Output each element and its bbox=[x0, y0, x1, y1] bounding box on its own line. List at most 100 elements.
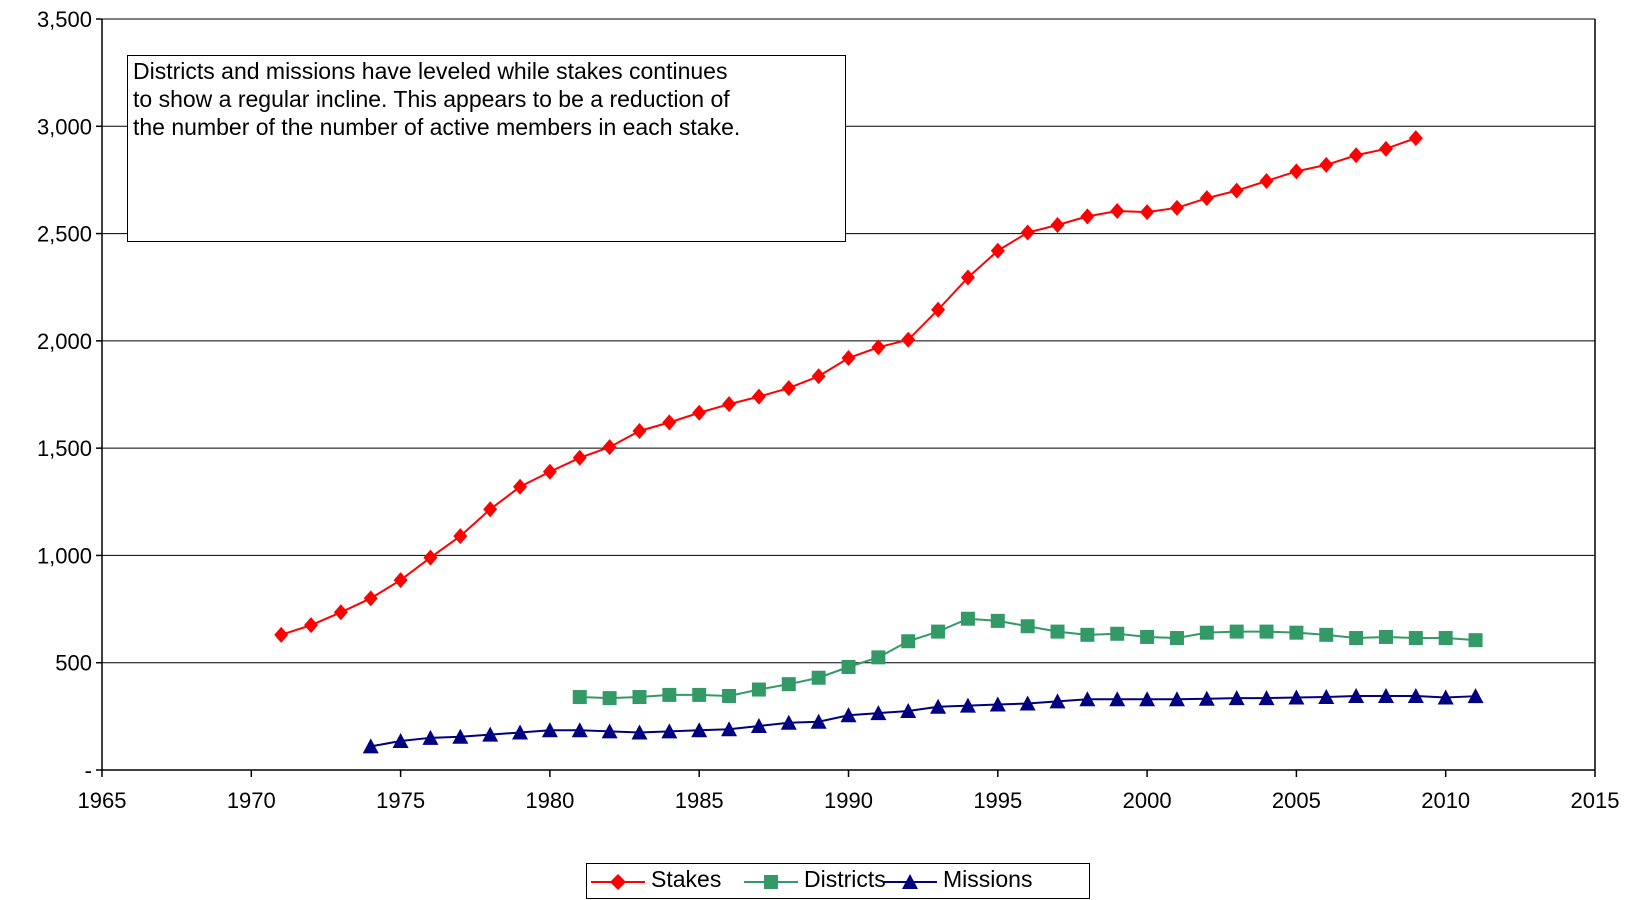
series-districts bbox=[572, 611, 1483, 706]
annotation-line: Districts and missions have leveled whil… bbox=[133, 58, 728, 84]
data-point-missions bbox=[840, 707, 857, 723]
data-point-missions bbox=[1258, 690, 1275, 706]
data-point-stakes bbox=[1199, 190, 1214, 207]
data-point-districts bbox=[990, 613, 1005, 628]
data-point-districts bbox=[1169, 631, 1184, 646]
data-point-missions bbox=[870, 705, 887, 721]
x-tick-label: 2005 bbox=[1272, 788, 1321, 813]
y-tick-label: 2,500 bbox=[37, 222, 92, 247]
data-point-stakes bbox=[274, 626, 289, 643]
data-point-stakes bbox=[1408, 130, 1423, 147]
data-point-missions bbox=[571, 722, 588, 738]
data-point-stakes bbox=[871, 339, 886, 356]
data-point-districts bbox=[572, 690, 587, 705]
data-point-stakes bbox=[901, 331, 916, 348]
data-point-districts bbox=[960, 611, 975, 626]
data-point-districts bbox=[1140, 629, 1155, 644]
y-tick-label: - bbox=[85, 758, 92, 783]
data-point-districts bbox=[722, 688, 737, 703]
axes bbox=[96, 18, 1596, 777]
data-point-stakes bbox=[662, 414, 677, 431]
annotation-line: the number of the number of active membe… bbox=[133, 114, 741, 140]
legend: Stakes Districts Missions bbox=[586, 863, 1090, 899]
data-point-stakes bbox=[542, 463, 557, 480]
data-point-districts bbox=[1468, 633, 1483, 648]
x-tick-label: 2000 bbox=[1123, 788, 1172, 813]
data-point-missions bbox=[959, 697, 976, 713]
data-point-missions bbox=[1198, 690, 1215, 706]
data-point-stakes bbox=[931, 301, 946, 318]
data-point-districts bbox=[632, 690, 647, 705]
data-point-missions bbox=[1467, 688, 1484, 704]
series-line-missions bbox=[370, 694, 1476, 748]
data-point-missions bbox=[661, 723, 678, 739]
y-axis-ticks: - 500 1,000 1,500 2,000 2,500 3,000 3,500 bbox=[37, 7, 92, 783]
y-tick-label: 1,000 bbox=[37, 543, 92, 568]
data-point-stakes bbox=[513, 478, 528, 495]
data-point-districts bbox=[602, 691, 617, 706]
data-point-districts bbox=[662, 687, 677, 702]
data-point-districts bbox=[1080, 627, 1095, 642]
data-point-stakes bbox=[811, 368, 826, 385]
data-point-stakes bbox=[1349, 147, 1364, 164]
data-point-districts bbox=[901, 634, 916, 649]
series-missions bbox=[362, 687, 1484, 754]
data-point-districts bbox=[1259, 624, 1274, 639]
x-tick-label: 1965 bbox=[78, 788, 127, 813]
data-point-districts bbox=[871, 650, 886, 665]
data-point-stakes bbox=[1378, 140, 1393, 157]
series-stakes bbox=[274, 130, 1423, 643]
data-point-missions bbox=[422, 729, 439, 745]
x-tick-label: 2015 bbox=[1571, 788, 1620, 813]
legend-triangle-icon bbox=[902, 874, 918, 889]
data-point-stakes bbox=[1080, 208, 1095, 225]
y-tick-label: 2,000 bbox=[37, 329, 92, 354]
x-tick-label: 1975 bbox=[376, 788, 425, 813]
x-tick-label: 1985 bbox=[675, 788, 724, 813]
data-point-missions bbox=[1407, 687, 1424, 703]
x-tick-label: 2010 bbox=[1421, 788, 1470, 813]
data-point-stakes bbox=[333, 604, 348, 621]
data-point-districts bbox=[1378, 629, 1393, 644]
data-point-missions bbox=[482, 726, 499, 742]
data-point-districts bbox=[1319, 627, 1334, 642]
data-point-stakes bbox=[1259, 173, 1274, 190]
data-point-stakes bbox=[423, 549, 438, 566]
data-point-missions bbox=[1139, 691, 1156, 707]
data-point-stakes bbox=[483, 501, 498, 518]
data-point-missions bbox=[1109, 691, 1126, 707]
annotation-box: Districts and missions have leveled whil… bbox=[127, 55, 846, 242]
data-point-missions bbox=[930, 698, 947, 714]
data-point-districts bbox=[811, 670, 826, 685]
data-point-stakes bbox=[751, 388, 766, 405]
x-tick-label: 1990 bbox=[824, 788, 873, 813]
data-point-districts bbox=[931, 624, 946, 639]
data-point-missions bbox=[1318, 689, 1335, 705]
data-point-missions bbox=[1288, 689, 1305, 705]
data-point-districts bbox=[692, 687, 707, 702]
data-point-districts bbox=[781, 677, 796, 692]
data-point-missions bbox=[750, 718, 767, 734]
data-point-districts bbox=[1438, 631, 1453, 646]
data-point-districts bbox=[1020, 619, 1035, 634]
data-point-stakes bbox=[692, 404, 707, 421]
data-point-stakes bbox=[1140, 204, 1155, 221]
data-point-missions bbox=[601, 723, 618, 739]
data-point-stakes bbox=[1289, 163, 1304, 180]
data-point-stakes bbox=[990, 242, 1005, 259]
data-point-stakes bbox=[602, 439, 617, 456]
data-point-stakes bbox=[363, 590, 378, 607]
legend-markers bbox=[591, 874, 937, 890]
data-point-districts bbox=[841, 660, 856, 675]
data-point-stakes bbox=[1229, 182, 1244, 199]
data-point-missions bbox=[452, 728, 469, 744]
data-point-stakes bbox=[1020, 224, 1035, 241]
data-point-missions bbox=[691, 722, 708, 738]
x-tick-label: 1970 bbox=[227, 788, 276, 813]
data-point-districts bbox=[1050, 624, 1065, 639]
data-point-missions bbox=[1437, 689, 1454, 705]
x-tick-label: 1995 bbox=[973, 788, 1022, 813]
data-point-stakes bbox=[572, 449, 587, 466]
data-point-districts bbox=[1408, 631, 1423, 646]
data-point-stakes bbox=[1110, 203, 1125, 220]
